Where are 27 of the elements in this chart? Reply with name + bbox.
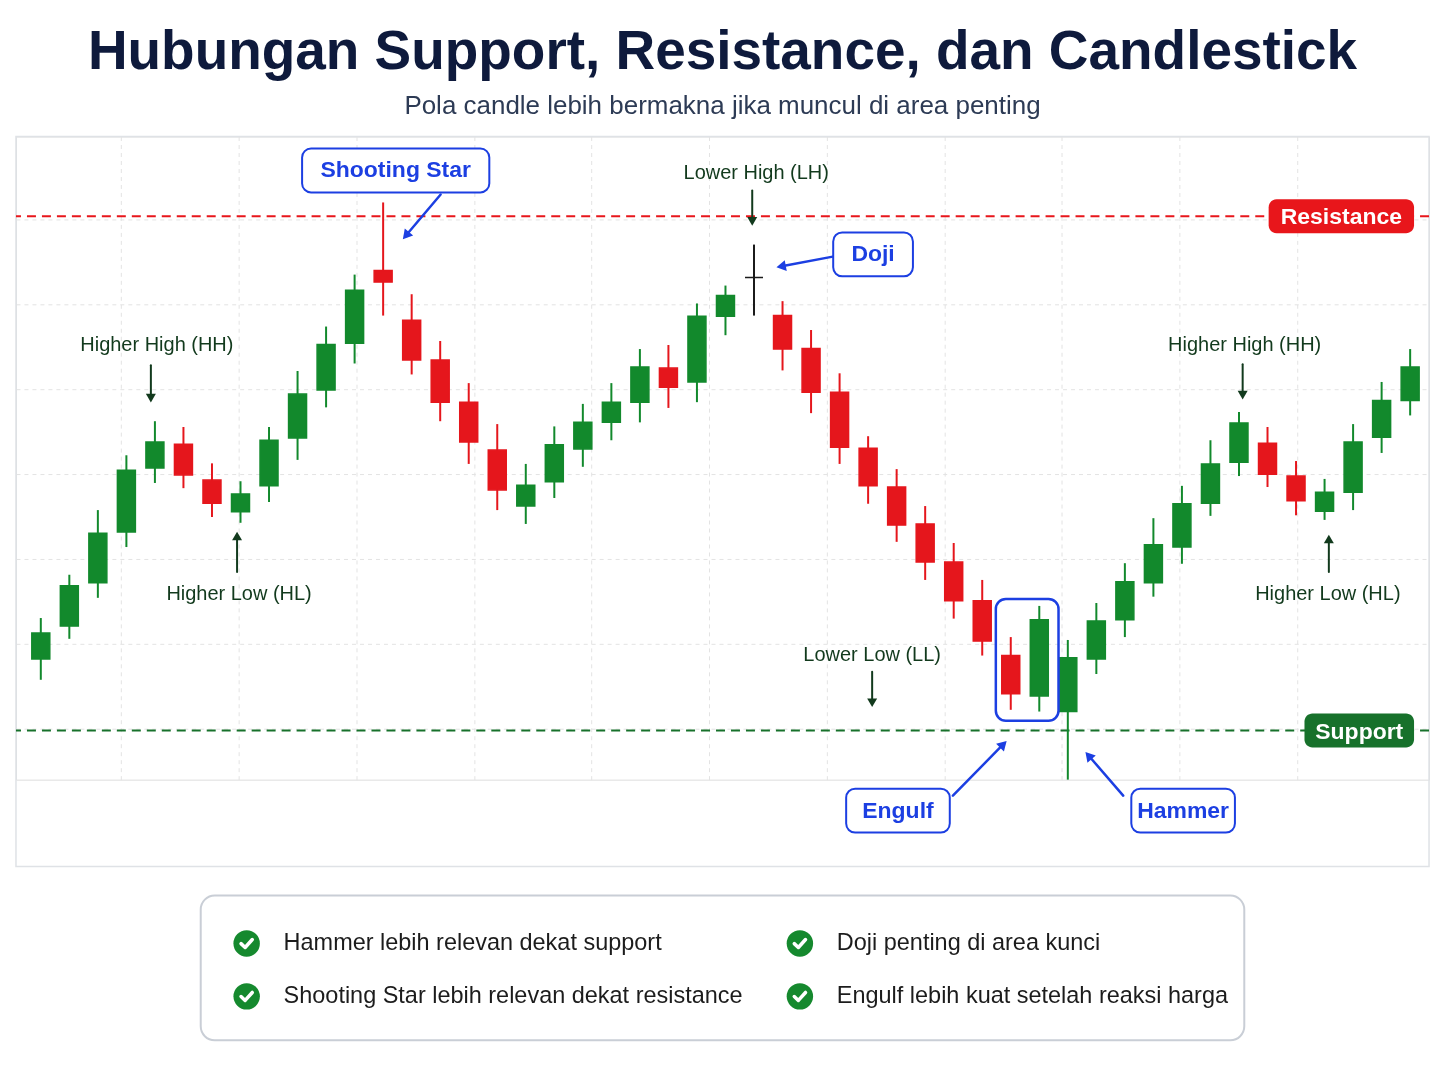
ref-line-label: Resistance	[1280, 203, 1402, 230]
text: Shooting Star lebih relevan dekat resistance	[283, 982, 743, 1009]
chart-subtitle: Pola candle lebih bermakna jika muncul di area penting	[404, 89, 1041, 120]
ref-line-label: Support	[1315, 717, 1404, 744]
chart-title: Hubungan Support, Resistance, dan Candlestick	[87, 18, 1358, 81]
candlestick	[516, 462, 536, 525]
text: Hammer lebih relevan dekat support	[283, 929, 663, 956]
candlestick	[202, 462, 222, 519]
annotation: Lower Low (LL)	[803, 642, 941, 665]
annotation: Doji	[851, 240, 895, 267]
annotation: Higher High (HH)	[1168, 333, 1322, 356]
text: Hammer	[1137, 796, 1230, 823]
candlestick	[373, 201, 393, 317]
annotation: Higher High (HH)	[80, 333, 234, 356]
text: Lower High (LH)	[683, 161, 829, 184]
text: Engulf lebih kuat setelah reaksi harga	[836, 982, 1229, 1009]
candlestick	[601, 382, 622, 442]
candlestick	[1314, 477, 1335, 521]
annotation: Higher Low (HL)	[166, 581, 312, 604]
candlestick	[230, 480, 251, 524]
annotation: Higher Low (HL)	[1255, 581, 1401, 604]
text: Engulf	[862, 796, 935, 823]
candlestick	[658, 344, 679, 409]
candlestick	[715, 284, 736, 337]
candlestick	[744, 243, 764, 317]
text: Doji penting di area kunci	[836, 929, 1101, 956]
text: Shooting Star	[320, 156, 471, 183]
